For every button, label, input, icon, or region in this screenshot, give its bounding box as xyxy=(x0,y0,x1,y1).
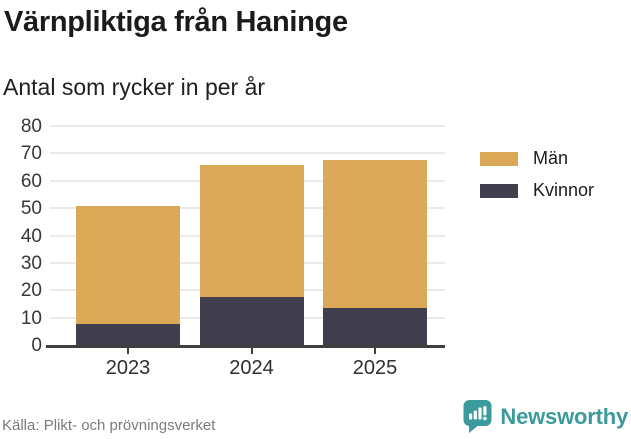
y-axis-tick-label: 30 xyxy=(20,252,42,274)
y-axis-tick-label: 40 xyxy=(20,225,42,247)
plot-area xyxy=(48,125,445,346)
bar-segment-kvinnor xyxy=(76,324,180,346)
legend-swatch xyxy=(480,151,518,166)
x-axis-tick xyxy=(127,348,129,354)
page-title: Värnpliktiga från Haninge xyxy=(4,6,348,38)
bar-segment-kvinnor xyxy=(199,296,304,346)
x-axis-tick-label: 2023 xyxy=(105,357,151,379)
y-axis-tick-label: 10 xyxy=(20,307,42,329)
legend-item: Män xyxy=(480,148,594,169)
legend-swatch xyxy=(480,183,518,198)
y-axis-tick-label: 60 xyxy=(20,170,42,192)
newsworthy-logo-text: Newsworthy xyxy=(500,403,628,429)
source-text: Källa: Plikt- och prövningsverket xyxy=(2,417,216,434)
bar-segment-kvinnor xyxy=(323,307,427,346)
x-axis-line xyxy=(46,345,445,348)
gridline xyxy=(50,125,445,127)
y-axis-labels: 0 10 20 30 40 50 60 70 80 xyxy=(0,117,42,356)
legend: Män Kvinnor xyxy=(480,148,594,212)
bar-segment-man xyxy=(199,165,304,297)
x-axis-tick-label: 2025 xyxy=(352,357,398,379)
y-axis-tick-label: 50 xyxy=(20,198,42,220)
y-axis-tick-label: 80 xyxy=(20,116,42,137)
y-axis-tick-label: 20 xyxy=(20,280,42,302)
bar-segment-man xyxy=(323,159,427,308)
legend-item: Kvinnor xyxy=(480,180,594,201)
y-axis-tick-label: 70 xyxy=(20,143,42,165)
bar-stack xyxy=(323,159,427,346)
newsworthy-logo-icon xyxy=(463,400,492,433)
bar-segment-man xyxy=(76,206,180,325)
bar-stack xyxy=(199,165,304,346)
x-axis-tick xyxy=(250,348,253,354)
legend-label: Kvinnor xyxy=(533,180,595,200)
x-axis-tick xyxy=(374,348,376,354)
y-axis-tick-label: 0 xyxy=(31,335,42,356)
bar-stack xyxy=(76,206,180,346)
gridline xyxy=(50,152,445,155)
chart-subtitle: Antal som rycker in per år xyxy=(3,74,266,100)
newsworthy-logo: Newsworthy xyxy=(462,398,628,435)
legend-label: Män xyxy=(533,148,569,168)
x-axis-tick-label: 2024 xyxy=(229,357,274,379)
